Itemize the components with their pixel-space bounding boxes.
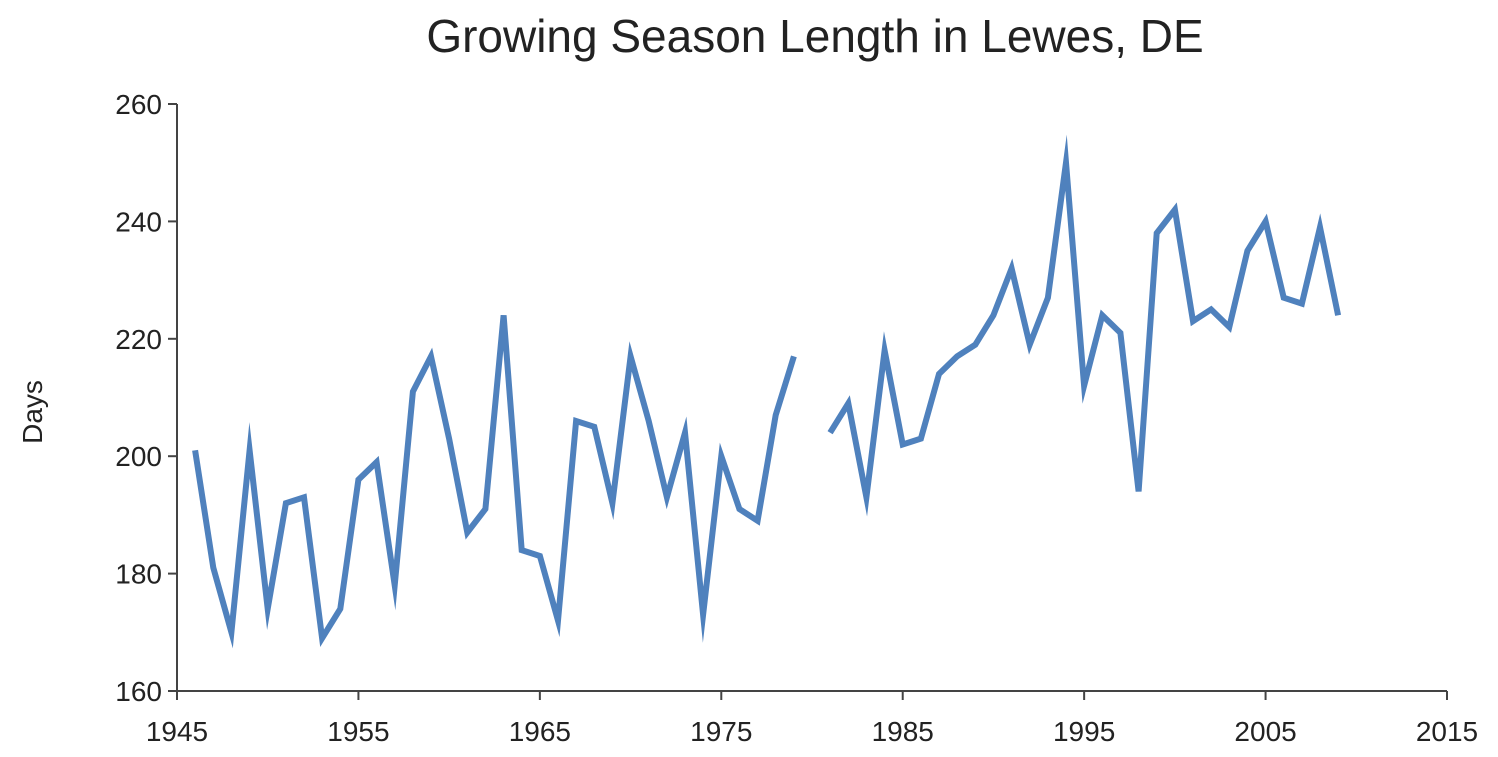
y-tick-label: 260: [115, 89, 162, 120]
x-tick-label: 1945: [146, 716, 208, 747]
x-tick-label: 1955: [327, 716, 389, 747]
x-tick-label: 2015: [1416, 716, 1478, 747]
y-axis-label: Days: [17, 380, 48, 444]
x-axis-ticks: 1945 1955 1965 1975 1985 1995 2005 2015: [146, 691, 1478, 747]
y-tick-label: 160: [115, 676, 162, 707]
x-tick-label: 1965: [509, 716, 571, 747]
series-line: [830, 163, 1338, 498]
series-line: [195, 315, 794, 638]
x-tick-label: 1985: [872, 716, 934, 747]
chart-title: Growing Season Length in Lewes, DE: [426, 10, 1203, 62]
x-tick-label: 1975: [690, 716, 752, 747]
x-tick-label: 1995: [1053, 716, 1115, 747]
y-tick-label: 240: [115, 206, 162, 237]
y-tick-label: 180: [115, 559, 162, 590]
y-axis-ticks: 160 180 200 220 240 260: [115, 89, 177, 707]
x-tick-label: 2005: [1234, 716, 1296, 747]
series-layer: [195, 163, 1338, 639]
y-tick-label: 220: [115, 324, 162, 355]
y-tick-label: 200: [115, 441, 162, 472]
